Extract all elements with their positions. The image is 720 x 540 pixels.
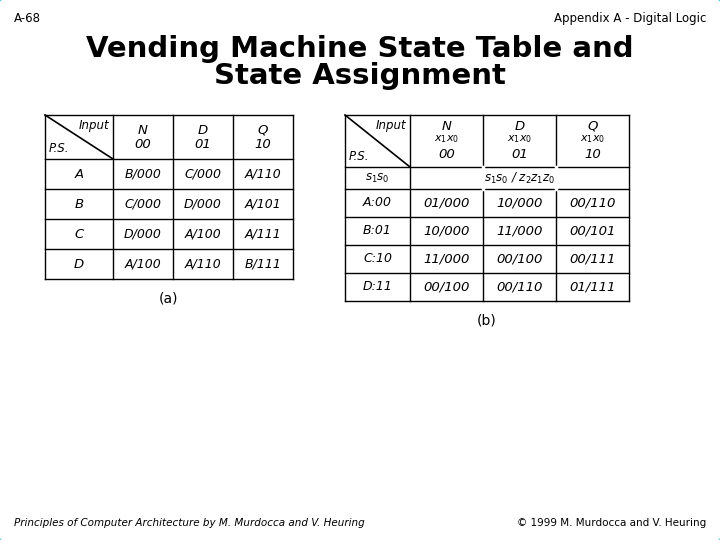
Text: D: D [514,119,525,132]
Text: Appendix A - Digital Logic: Appendix A - Digital Logic [554,12,706,25]
Text: A-68: A-68 [14,12,41,25]
Text: 01: 01 [511,148,528,161]
Text: A:00: A:00 [363,197,392,210]
Text: $x_1x_0$: $x_1x_0$ [434,133,459,145]
Text: 01/111: 01/111 [570,280,616,294]
Text: $x_1x_0$: $x_1x_0$ [507,133,532,145]
Text: 00/111: 00/111 [570,253,616,266]
Text: 00/100: 00/100 [496,253,543,266]
Text: Input: Input [78,119,109,132]
Text: B/111: B/111 [245,258,282,271]
Text: Principles of Computer Architecture by M. Murdocca and V. Heuring: Principles of Computer Architecture by M… [14,518,365,528]
Text: 10/000: 10/000 [423,225,469,238]
Text: © 1999 M. Murdocca and V. Heuring: © 1999 M. Murdocca and V. Heuring [517,518,706,528]
Text: Vending Machine State Table and: Vending Machine State Table and [86,35,634,63]
Text: (a): (a) [159,291,179,305]
Text: D/000: D/000 [124,227,162,240]
Text: D: D [198,124,208,137]
Text: 10: 10 [255,138,271,152]
Text: A: A [74,167,84,180]
Text: A/100: A/100 [184,227,221,240]
Text: $x_1x_0$: $x_1x_0$ [580,133,605,145]
Text: B:01: B:01 [363,225,392,238]
Text: 00: 00 [135,138,151,152]
Text: B/000: B/000 [125,167,161,180]
Text: N: N [441,119,451,132]
Text: N: N [138,124,148,137]
Text: 00/110: 00/110 [570,197,616,210]
Text: P.S.: P.S. [49,142,70,155]
Text: State Assignment: State Assignment [214,62,506,90]
Text: Q: Q [258,124,268,137]
Text: 10/000: 10/000 [496,197,543,210]
Text: A/101: A/101 [245,198,282,211]
Text: 00/100: 00/100 [423,280,469,294]
Text: A/110: A/110 [245,167,282,180]
Text: A/111: A/111 [245,227,282,240]
Text: C:10: C:10 [363,253,392,266]
Text: C/000: C/000 [184,167,222,180]
Text: C: C [74,227,84,240]
Text: 01/000: 01/000 [423,197,469,210]
Text: (b): (b) [477,313,497,327]
Bar [345,115,629,301]
Text: 00/110: 00/110 [496,280,543,294]
Text: A/100: A/100 [125,258,161,271]
Text: 00: 00 [438,148,455,161]
Bar [45,115,293,279]
Text: 00/101: 00/101 [570,225,616,238]
Text: Input: Input [375,119,406,132]
Text: A/110: A/110 [184,258,221,271]
Text: 10: 10 [584,148,601,161]
Text: D/000: D/000 [184,198,222,211]
Text: 11/000: 11/000 [423,253,469,266]
Text: P.S.: P.S. [349,150,369,163]
Text: $s_1s_0$ / $z_2z_1z_0$: $s_1s_0$ / $z_2z_1z_0$ [484,171,555,186]
Text: Q: Q [588,119,598,132]
Text: D: D [74,258,84,271]
Text: 11/000: 11/000 [496,225,543,238]
Text: C/000: C/000 [125,198,161,211]
Text: B: B [74,198,84,211]
Text: $s_1s_0$: $s_1s_0$ [365,172,390,185]
Text: D:11: D:11 [363,280,392,294]
Text: 01: 01 [194,138,212,152]
